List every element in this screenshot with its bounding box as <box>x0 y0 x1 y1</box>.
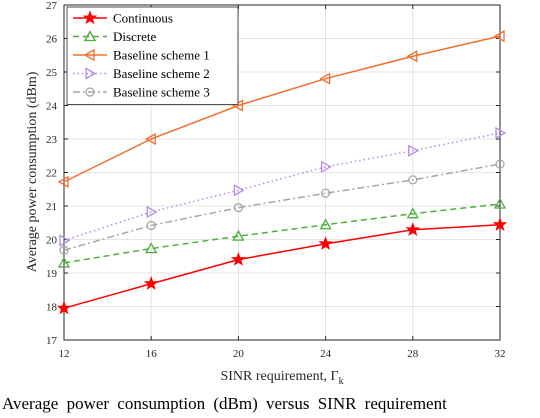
x-axis-label-main: SINR requirement, Γ <box>220 369 338 384</box>
data-point <box>492 217 508 231</box>
legend-item-3: Baseline scheme 2 <box>73 66 210 81</box>
data-point <box>233 184 245 197</box>
legend-marker <box>85 87 95 97</box>
series-3 <box>59 126 507 247</box>
legend-label: Baseline scheme 1 <box>113 48 210 63</box>
x-tick-label: 24 <box>320 348 332 360</box>
legend-label: Baseline scheme 3 <box>113 85 210 100</box>
data-point <box>233 203 244 213</box>
data-point <box>57 175 69 188</box>
data-point <box>59 234 71 247</box>
y-tick-label: 18 <box>46 302 58 314</box>
y-axis-label: Average power consumption (dBm) <box>25 71 40 272</box>
legend-marker <box>85 67 97 80</box>
data-point <box>232 229 245 241</box>
data-point <box>493 197 507 209</box>
x-axis-label: SINR requirement, Γk <box>220 369 343 387</box>
y-tick-label: 17 <box>46 335 58 347</box>
legend-marker <box>82 10 98 25</box>
series-4 <box>59 159 505 255</box>
x-tick-label: 32 <box>495 348 506 360</box>
data-point <box>143 276 159 290</box>
data-point <box>320 160 332 173</box>
y-tick-label: 27 <box>46 0 58 12</box>
legend-marker <box>83 30 97 42</box>
data-point <box>495 126 507 140</box>
data-point <box>406 207 419 219</box>
y-tick-label: 22 <box>46 168 57 180</box>
x-tick-label: 28 <box>407 348 419 360</box>
y-tick-label: 23 <box>46 134 58 146</box>
series-line <box>63 163 501 251</box>
data-point <box>320 188 331 198</box>
legend: Continuous Discrete Baseline scheme 1 Basel… <box>66 6 239 105</box>
series-1 <box>57 197 507 268</box>
x-tick-label: 12 <box>59 348 70 360</box>
data-point <box>319 72 331 85</box>
data-point <box>493 30 505 43</box>
y-tick-label: 19 <box>46 268 58 280</box>
legend-item-0: Continuous <box>73 10 173 26</box>
y-tick-label: 25 <box>46 67 58 79</box>
x-axis-label-subscript: k <box>339 376 344 387</box>
data-point <box>319 218 332 230</box>
legend-label: Baseline scheme 2 <box>113 66 210 81</box>
data-point <box>495 159 505 169</box>
data-point <box>59 245 69 255</box>
legend-item-2: Baseline scheme 1 <box>73 48 210 63</box>
data-point <box>405 222 421 236</box>
series-line <box>63 224 501 309</box>
data-point <box>56 300 72 315</box>
data-point <box>146 220 156 231</box>
legend-item-1: Discrete <box>73 29 157 44</box>
y-tick-label: 24 <box>46 101 58 113</box>
legend-label: Continuous <box>113 11 173 26</box>
x-tick-label: 20 <box>233 348 245 360</box>
series-line <box>63 35 501 183</box>
data-point <box>145 242 158 254</box>
data-point <box>146 205 158 219</box>
data-point <box>408 144 420 157</box>
series-line <box>63 203 501 264</box>
data-point <box>318 236 333 251</box>
data-point <box>231 251 246 266</box>
data-point <box>406 50 418 63</box>
y-tick-label: 21 <box>46 201 57 213</box>
legend-marker <box>83 48 95 62</box>
legend-item-4: Baseline scheme 3 <box>73 85 210 100</box>
axis-ticks: 12 16 20 24 28 32 17 18 19 20 21 22 23 24 25 26 27 <box>46 0 506 360</box>
data-point <box>408 175 418 185</box>
legend-label: Discrete <box>113 29 157 44</box>
figure-caption: Average power consumption (dBm) versus S… <box>2 394 447 413</box>
x-tick-label: 16 <box>146 348 158 360</box>
y-tick-label: 26 <box>46 34 58 46</box>
series-0 <box>56 217 508 315</box>
y-tick-label: 20 <box>46 235 58 247</box>
series-lines <box>56 30 508 315</box>
data-point <box>144 132 156 146</box>
data-point <box>57 256 71 268</box>
